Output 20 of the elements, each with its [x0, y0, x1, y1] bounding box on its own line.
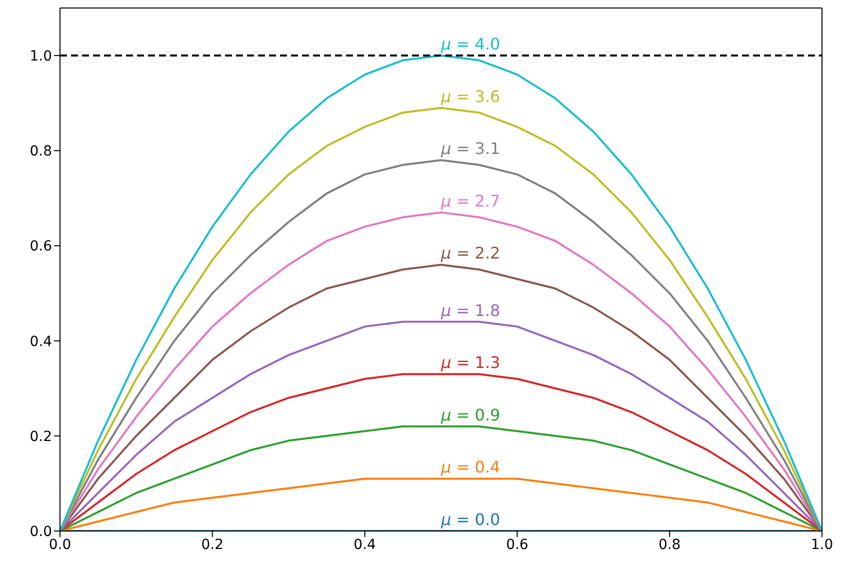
y-tick-label: 0.4	[30, 334, 52, 350]
series-label: μ = 2.2	[440, 244, 500, 263]
x-tick-label: 0.6	[506, 536, 528, 553]
y-tick-label: 0.2	[30, 428, 52, 445]
x-tick-label: 0.2	[201, 536, 224, 553]
series-label: μ = 3.6	[440, 86, 500, 106]
x-tick-label: 0.8	[658, 536, 681, 553]
series-label: μ = 0.0	[440, 510, 500, 529]
series-label: μ = 0.4	[440, 458, 500, 477]
series-label: μ = 4.0	[440, 34, 500, 54]
series-label: μ = 3.1	[440, 139, 500, 158]
series-label: μ = 1.8	[440, 300, 500, 320]
y-tick-label: 0.8	[30, 144, 52, 160]
y-tick-label: 1.0	[30, 48, 52, 65]
x-tick-label: 1.0	[810, 536, 834, 553]
series-label: μ = 1.3	[440, 353, 500, 372]
series-label: μ = 0.9	[440, 405, 500, 424]
x-tick-label: 0.4	[354, 536, 376, 553]
y-tick-label: 0.6	[30, 238, 52, 255]
series-label: μ = 2.7	[440, 191, 500, 210]
